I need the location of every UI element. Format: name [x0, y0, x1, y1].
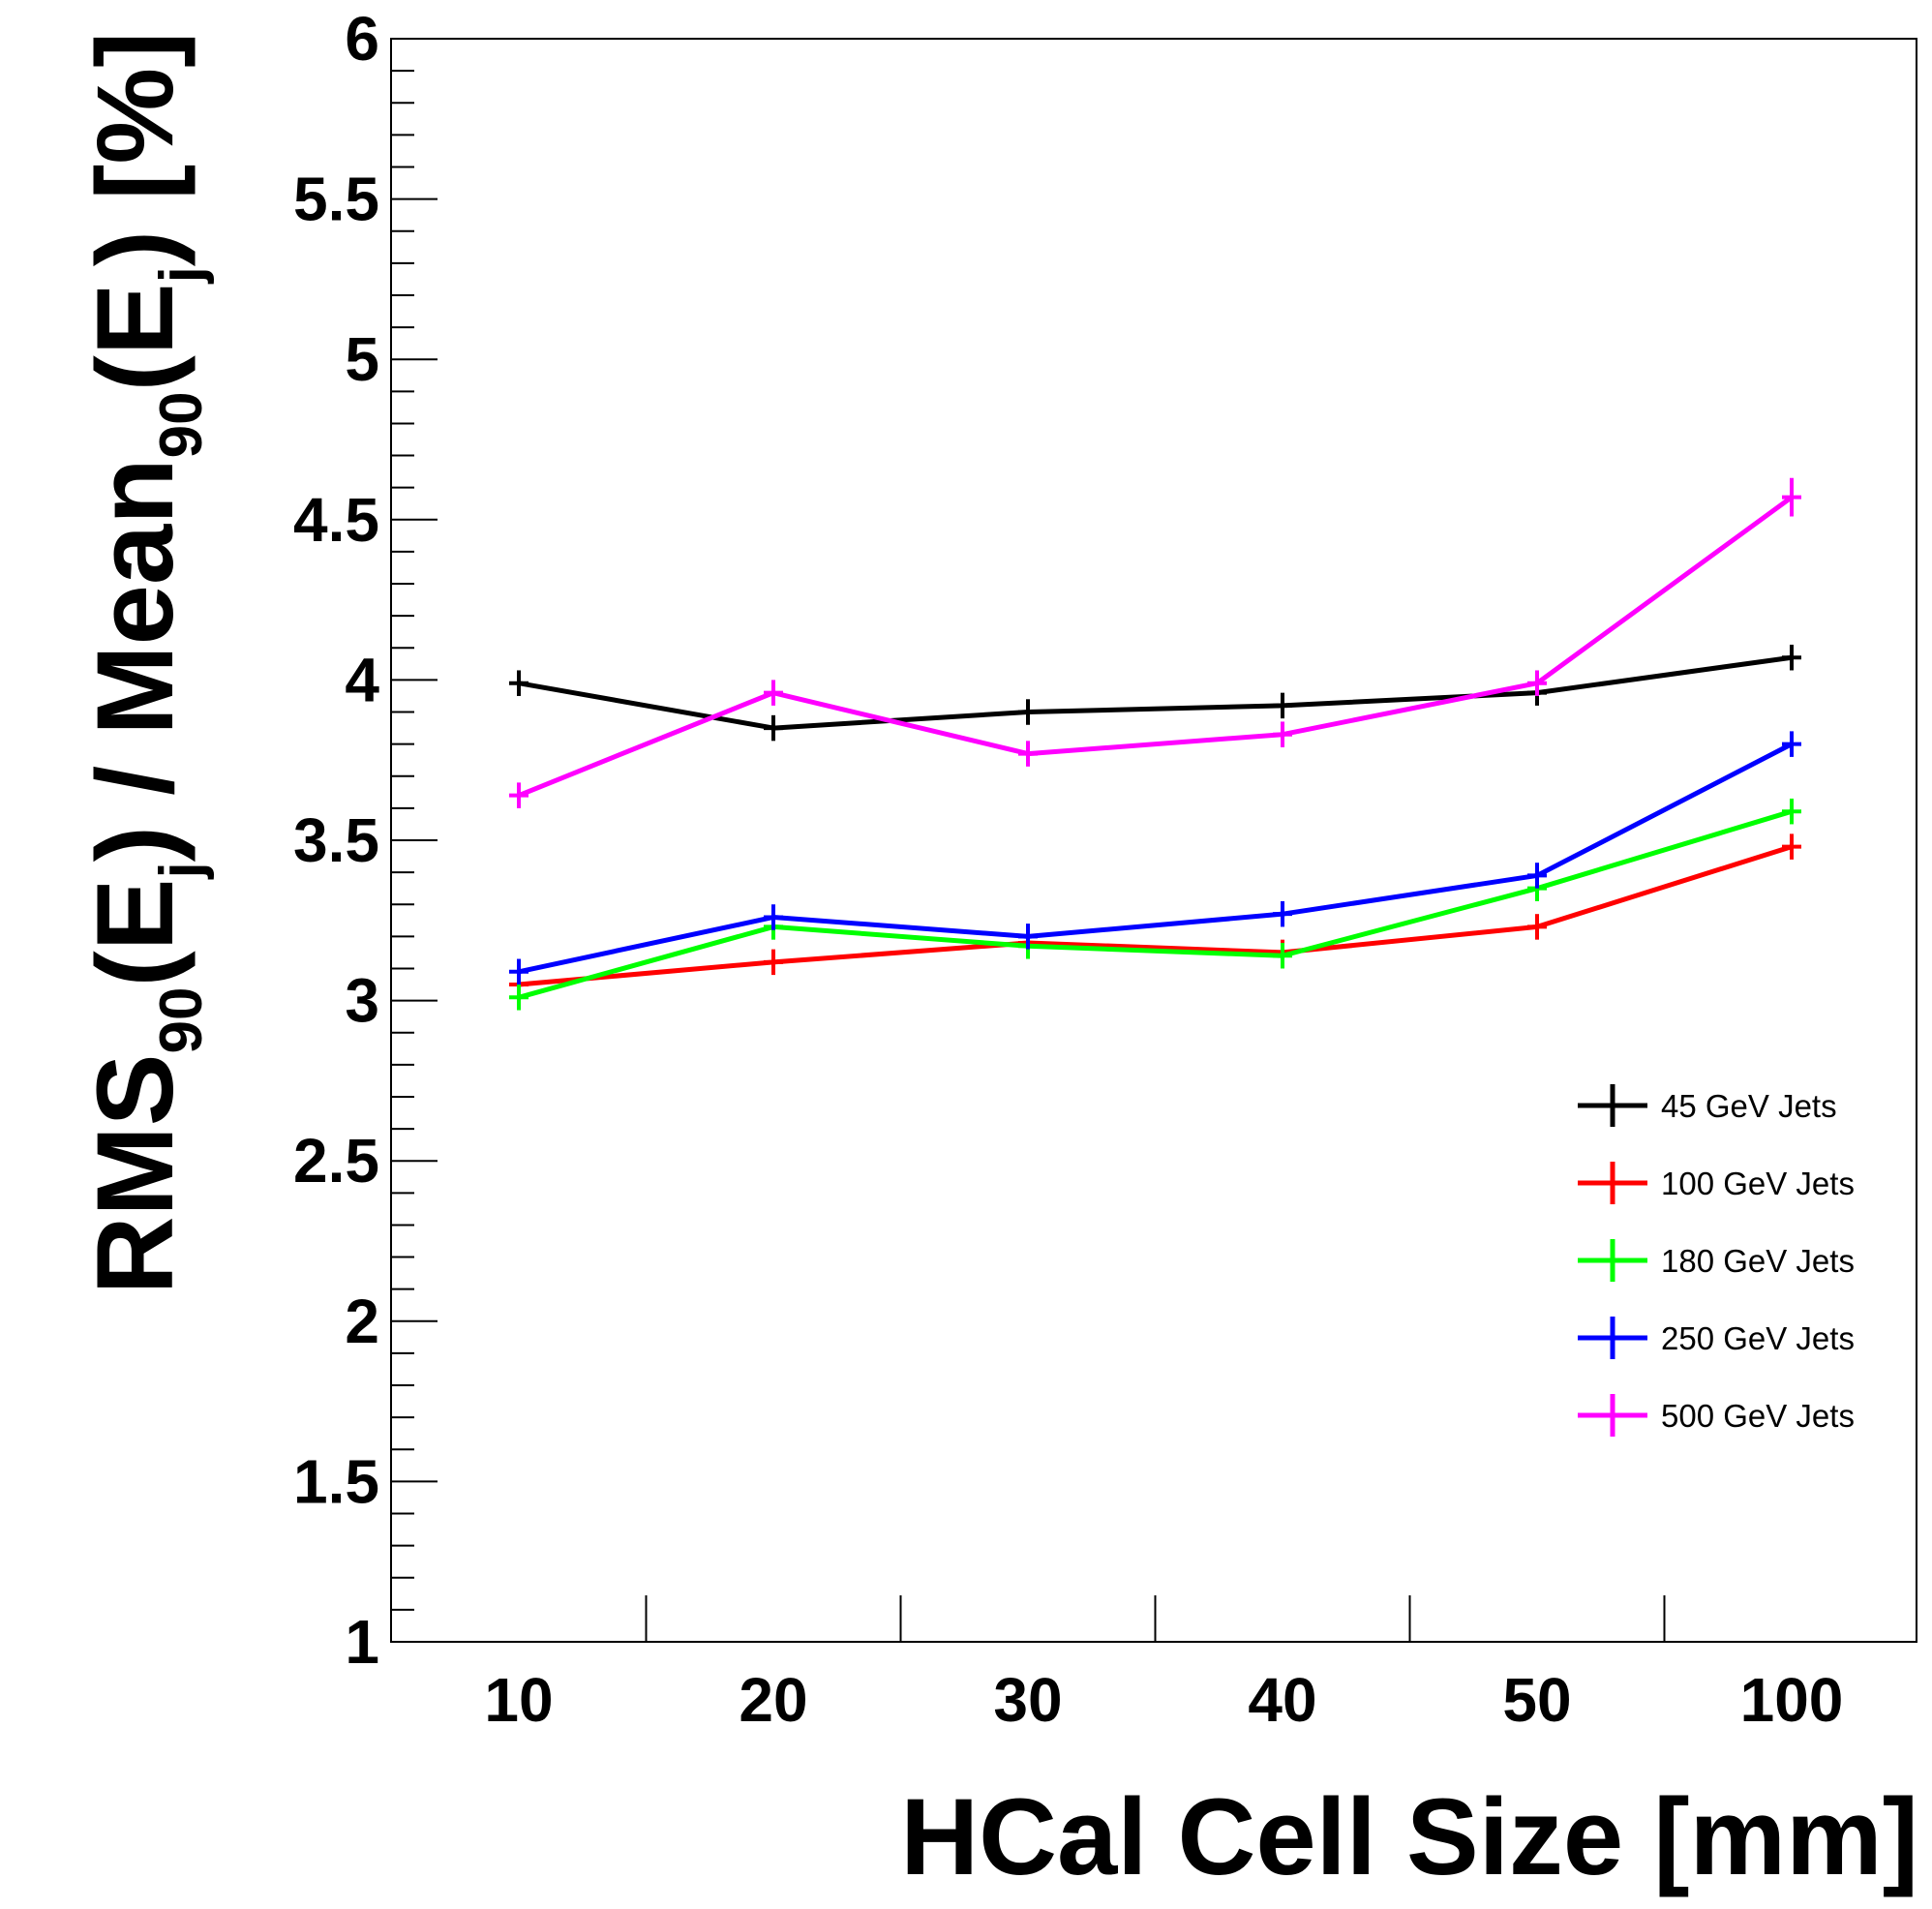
x-tick-label: 50	[1502, 1665, 1571, 1735]
series-line	[518, 742, 1794, 975]
legend-item: 45 GeV Jets	[1578, 1084, 1837, 1127]
y-tick-label: 3.5	[293, 805, 379, 875]
x-tick-label: 40	[1248, 1665, 1316, 1735]
series-line	[518, 495, 1794, 798]
y-tick-label: 2	[345, 1287, 379, 1356]
legend: 45 GeV Jets 100 GeV Jets 180 GeV Jets 250 G…	[1578, 1084, 1855, 1437]
plot-frame	[390, 38, 1917, 1643]
series-line	[518, 844, 1793, 987]
y-tick-label: 4.5	[293, 485, 379, 555]
x-tick-label: 30	[993, 1665, 1062, 1735]
x-tick-labels: 10 20 30 40 50 100	[484, 1665, 1843, 1735]
series-5	[509, 477, 1801, 808]
y-axis-title-part: (E	[75, 283, 196, 391]
y-axis-title-subscript: j	[148, 266, 215, 284]
y-tick-labels: 1 1.5 2 2.5 3 3.5 4 4.5 5 5.5 6	[293, 4, 379, 1677]
y-axis-title-part: (E	[75, 879, 196, 987]
legend-label: 180 GeV Jets	[1661, 1243, 1855, 1279]
y-tick-label: 4	[345, 645, 379, 714]
series-1	[509, 644, 1801, 742]
series-4	[509, 731, 1801, 985]
legend-label: 250 GeV Jets	[1661, 1320, 1855, 1356]
y-axis-title-subscript: 90	[148, 987, 215, 1054]
x-tick-label: 10	[484, 1665, 553, 1735]
legend-item: 180 GeV Jets	[1578, 1239, 1855, 1282]
y-tick-label: 1	[345, 1607, 379, 1677]
legend-label: 45 GeV Jets	[1661, 1088, 1837, 1124]
y-tick-label: 5	[345, 324, 379, 394]
legend-item: 250 GeV Jets	[1578, 1317, 1855, 1359]
y-tick-label: 2.5	[293, 1126, 379, 1196]
x-axis-title: HCal Cell Size [mm]	[900, 1776, 1918, 1897]
y-tick-label: 1.5	[293, 1446, 379, 1516]
series-line	[518, 654, 1793, 731]
y-tick-label: 3	[345, 966, 379, 1036]
x-ticks	[645, 1595, 1666, 1642]
y-axis-title-part: ) / Mean	[75, 458, 196, 862]
y-axis-title: RMS90​(Ej​) / Mean90​(Ej​) [%]	[75, 32, 215, 1295]
y-tick-label: 6	[345, 4, 379, 74]
legend-item: 500 GeV Jets	[1578, 1394, 1855, 1437]
y-axis-title-part: RMS	[75, 1054, 196, 1295]
legend-item: 100 GeV Jets	[1578, 1162, 1855, 1204]
y-minor-ticks	[391, 38, 438, 1643]
y-axis-title-subscript: j	[148, 862, 215, 879]
y-tick-label: 5.5	[293, 165, 379, 234]
x-tick-label: 100	[1740, 1665, 1844, 1735]
x-tick-label: 20	[739, 1665, 807, 1735]
legend-label: 500 GeV Jets	[1661, 1398, 1855, 1434]
y-axis-title-subscript: 90	[148, 391, 215, 458]
series-line	[518, 808, 1793, 1000]
legend-label: 100 GeV Jets	[1661, 1166, 1855, 1201]
y-axis-title-part: ) [%]	[75, 32, 196, 267]
series-layer	[509, 477, 1801, 1011]
